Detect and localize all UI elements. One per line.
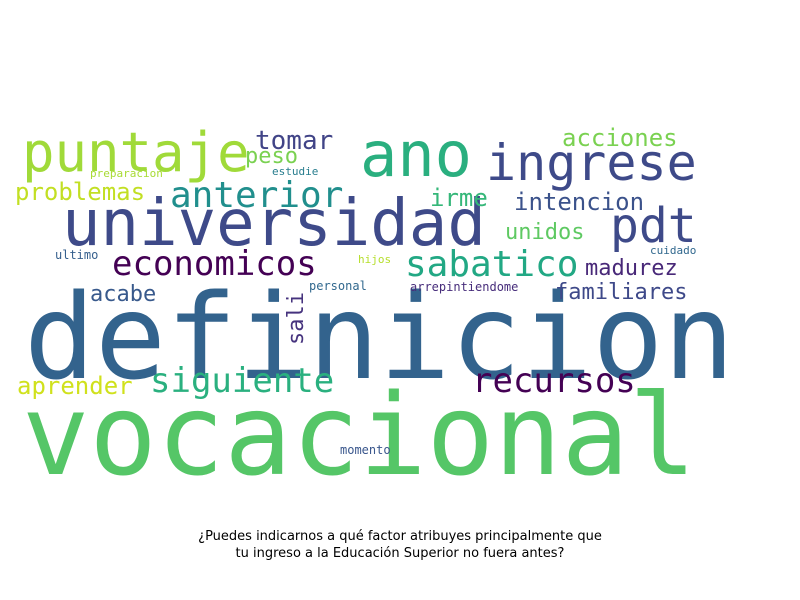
word-acabe: acabe [90, 282, 157, 307]
word-hijos: hijos [358, 253, 392, 266]
word-anterior: anterior [170, 175, 344, 216]
word-acciones: acciones [562, 124, 678, 152]
word-problemas: problemas [15, 178, 146, 206]
word-siguiente: siguiente [150, 361, 335, 401]
word-intencion: intencion [514, 188, 645, 216]
word-personal: personal [309, 279, 367, 293]
word-ultimo: ultimo [55, 248, 99, 262]
word-tomar: tomar [255, 126, 334, 156]
word-arrepintiendome: arrepintiendome [410, 280, 519, 294]
word-aprender: aprender [17, 372, 133, 400]
word-economicos: economicos [112, 244, 317, 284]
word-recursos: recursos [472, 361, 636, 401]
word-peso: peso [245, 144, 298, 169]
word-sabatico: sabatico [405, 244, 579, 285]
word-puntaje: puntaje [22, 121, 250, 184]
word-madurez: madurez [585, 256, 678, 281]
word-vocacional: vocacional [22, 371, 697, 501]
word-irme: irme [430, 184, 488, 212]
word-definicion: definicion [24, 268, 735, 406]
word-ingrese: ingrese [486, 134, 697, 192]
caption-line-1: ¿Puedes indicarnos a qué factor atribuye… [198, 529, 602, 544]
word-unidos: unidos [505, 220, 585, 245]
word-preparacion: preparacion [90, 167, 163, 180]
chart-caption: ¿Puedes indicarnos a qué factor atribuye… [100, 528, 700, 562]
word-sali: sali [284, 292, 309, 345]
word-momento: momento [340, 443, 391, 457]
word-universidad: universidad [62, 187, 486, 261]
word-cuidado: cuidado [650, 244, 697, 257]
word-familiares: familiares [555, 280, 688, 305]
word-estudie: estudie [272, 165, 319, 178]
word-ano: ano [360, 118, 472, 191]
caption-line-2: tu ingreso a la Educación Superior no fu… [235, 546, 565, 561]
word-pdt: pdt [610, 198, 697, 254]
